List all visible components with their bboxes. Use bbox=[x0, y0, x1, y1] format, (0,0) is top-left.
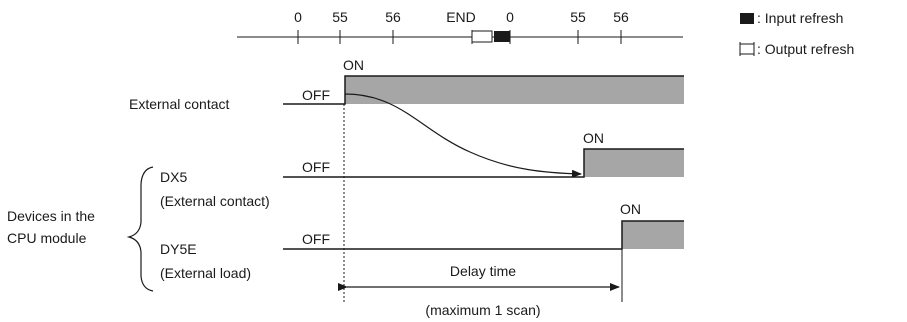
external-contact-off-label: OFF bbox=[302, 87, 330, 103]
output-refresh-block bbox=[471, 30, 493, 43]
tick-label-0-second: 0 bbox=[506, 9, 514, 25]
device-group-label-line2: CPU module bbox=[7, 230, 87, 246]
delay-note-label: (maximum 1 scan) bbox=[425, 302, 540, 318]
tick-label-end: END bbox=[446, 9, 476, 25]
external-contact-signal: External contact OFF ON bbox=[129, 57, 684, 112]
delay-time-label: Delay time bbox=[450, 263, 516, 279]
dy5e-off-label: OFF bbox=[302, 231, 330, 247]
dy5e-label: DY5E bbox=[160, 241, 197, 257]
dx5-off-label: OFF bbox=[302, 159, 330, 175]
input-refresh-block bbox=[494, 31, 510, 42]
dy5e-on-region bbox=[622, 221, 684, 249]
device-group-label-line1: Devices in the bbox=[7, 208, 95, 224]
dx5-sublabel: (External contact) bbox=[160, 193, 270, 209]
tick-label-55-second: 55 bbox=[570, 9, 586, 25]
external-contact-on-region bbox=[345, 76, 684, 104]
external-contact-on-label: ON bbox=[343, 57, 364, 73]
scan-axis: 0 55 56 END 0 55 56 bbox=[237, 9, 683, 44]
dx5-label: DX5 bbox=[160, 169, 187, 185]
tick-label-56-second: 56 bbox=[613, 9, 629, 25]
legend: : Input refresh : Output refresh bbox=[739, 10, 854, 57]
dx5-on-region bbox=[584, 149, 684, 177]
dy5e-on-label: ON bbox=[620, 201, 641, 217]
tick-label-56: 56 bbox=[385, 9, 401, 25]
dy5e-sublabel: (External load) bbox=[160, 265, 251, 281]
external-contact-label: External contact bbox=[129, 96, 229, 112]
tick-label-55: 55 bbox=[332, 9, 348, 25]
delay-dimension: Delay time (maximum 1 scan) bbox=[338, 263, 620, 318]
input-refresh-legend-icon bbox=[740, 13, 754, 24]
dx5-on-label: ON bbox=[583, 130, 604, 146]
input-refresh-legend-label: : Input refresh bbox=[757, 10, 843, 26]
output-refresh-legend-icon bbox=[739, 42, 755, 56]
propagation-arrow bbox=[344, 93, 582, 178]
dy5e-signal: OFF ON DY5E (External load) bbox=[160, 201, 684, 281]
dx5-signal: OFF ON DX5 (External contact) bbox=[160, 130, 684, 209]
output-refresh-legend-label: : Output refresh bbox=[757, 41, 854, 57]
tick-label-0: 0 bbox=[294, 9, 302, 25]
device-group-brace bbox=[126, 166, 154, 292]
